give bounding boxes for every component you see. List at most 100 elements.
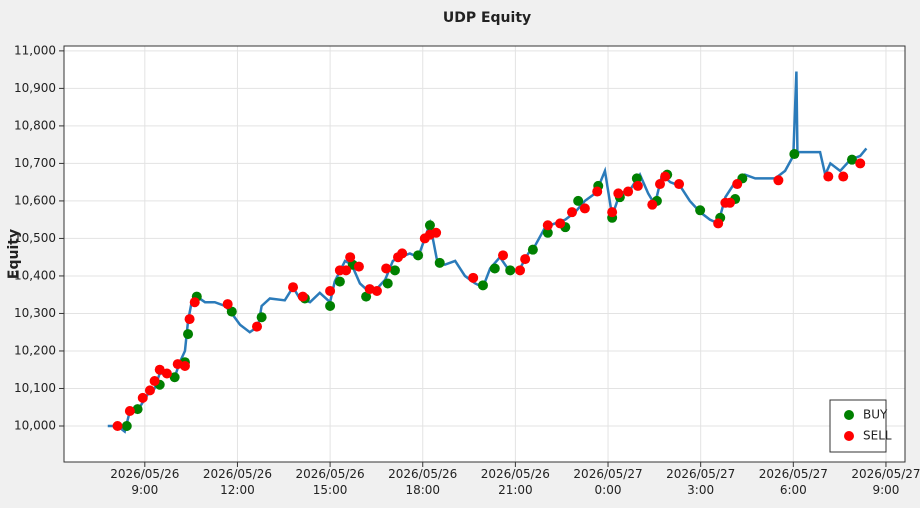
chart-title: UDP Equity	[443, 10, 531, 26]
y-tick-label: 10,400	[14, 268, 56, 282]
y-tick-label: 10,100	[14, 381, 56, 395]
sell-marker	[592, 186, 603, 197]
sell-marker	[184, 314, 195, 325]
buy-marker	[573, 195, 584, 206]
x-tick-label: 2026/05/26 18:00	[388, 467, 458, 497]
equity-line	[107, 71, 868, 434]
buy-marker	[424, 220, 435, 231]
sell-marker	[855, 158, 866, 169]
buy-marker	[434, 257, 445, 268]
sell-marker	[713, 218, 724, 229]
sell-marker	[112, 420, 123, 431]
sell-marker	[189, 297, 200, 308]
sell-marker	[468, 272, 479, 283]
sell-marker	[353, 261, 364, 272]
x-tick-label: 2026/05/26 9:00	[110, 467, 180, 497]
sell-marker	[566, 207, 577, 218]
sell-marker	[288, 282, 299, 293]
buy-marker	[169, 372, 180, 383]
x-tick-label: 2026/05/26 15:00	[295, 467, 365, 497]
buy-marker	[334, 276, 345, 287]
sell-marker	[431, 227, 442, 238]
y-tick-label: 11,000	[14, 43, 56, 57]
sell-marker	[397, 248, 408, 259]
sell-marker	[607, 207, 618, 218]
sell-marker	[325, 285, 336, 296]
sell-marker	[371, 285, 382, 296]
sell-marker	[179, 360, 190, 371]
buy-marker	[361, 291, 372, 302]
sell-marker	[144, 385, 155, 396]
sell-marker	[674, 179, 685, 190]
sell-marker	[655, 179, 666, 190]
sell-marker	[838, 171, 849, 182]
sell-marker	[252, 321, 263, 332]
buy-marker	[413, 250, 424, 261]
legend-box	[829, 399, 887, 453]
sell-marker	[222, 299, 233, 310]
sell-marker	[623, 186, 634, 197]
x-tick-label: 2026/05/26 12:00	[202, 467, 273, 497]
sell-marker	[647, 199, 658, 210]
buy-marker	[256, 312, 267, 323]
buy-marker	[183, 329, 194, 340]
sell-marker	[297, 291, 308, 302]
y-tick-label: 10,000	[14, 418, 56, 432]
legend-label: BUY	[863, 408, 888, 422]
sell-marker	[345, 252, 356, 263]
sell-marker	[498, 250, 509, 261]
x-tick-label: 2026/05/27 9:00	[851, 467, 920, 497]
buy-marker	[489, 263, 500, 274]
buy-marker	[389, 265, 400, 276]
plot-area	[64, 46, 905, 462]
sell-marker	[149, 375, 160, 386]
legend-label: SELL	[863, 429, 892, 443]
x-tick-label: 2026/05/27 3:00	[666, 467, 736, 497]
sell-marker	[823, 171, 834, 182]
buy-marker	[789, 149, 800, 160]
sell-marker	[520, 254, 531, 265]
y-tick-label: 10,200	[14, 343, 56, 357]
y-axis-label: Equity	[6, 229, 22, 279]
y-tick-label: 10,800	[14, 118, 56, 132]
sell-marker	[555, 218, 566, 229]
buy-marker	[477, 280, 488, 291]
y-tick-label: 10,600	[14, 193, 56, 207]
buy-marker	[121, 420, 132, 431]
sell-marker	[542, 220, 553, 231]
sell-marker	[732, 179, 743, 190]
x-tick-label: 2026/05/27 6:00	[758, 467, 828, 497]
buy-marker	[132, 404, 143, 415]
legend-marker	[844, 410, 854, 420]
buy-marker	[846, 154, 857, 165]
x-tick-label: 2026/05/26 21:00	[480, 467, 550, 497]
sell-marker	[725, 197, 736, 208]
sell-marker	[579, 203, 590, 214]
y-tick-label: 10,500	[14, 231, 56, 245]
y-tick-label: 10,700	[14, 156, 56, 170]
buy-marker	[542, 227, 553, 238]
y-tick-label: 10,900	[14, 81, 56, 95]
sell-marker	[381, 263, 392, 274]
sell-marker	[632, 180, 643, 191]
buy-marker	[695, 205, 706, 216]
buy-marker	[325, 300, 336, 311]
buy-marker	[505, 265, 516, 276]
sell-marker	[613, 188, 624, 199]
y-tick-label: 10,300	[14, 306, 56, 320]
sell-marker	[161, 368, 172, 379]
sell-marker	[124, 405, 135, 416]
buy-marker	[631, 173, 642, 184]
sell-marker	[341, 265, 352, 276]
sell-marker	[773, 175, 784, 186]
sell-marker	[137, 392, 148, 403]
sell-marker	[660, 171, 671, 182]
buy-marker	[382, 278, 393, 289]
buy-marker	[527, 244, 538, 255]
buy-marker	[226, 306, 237, 317]
sell-marker	[515, 265, 526, 276]
plot-border	[63, 45, 906, 463]
legend-marker	[844, 431, 854, 441]
